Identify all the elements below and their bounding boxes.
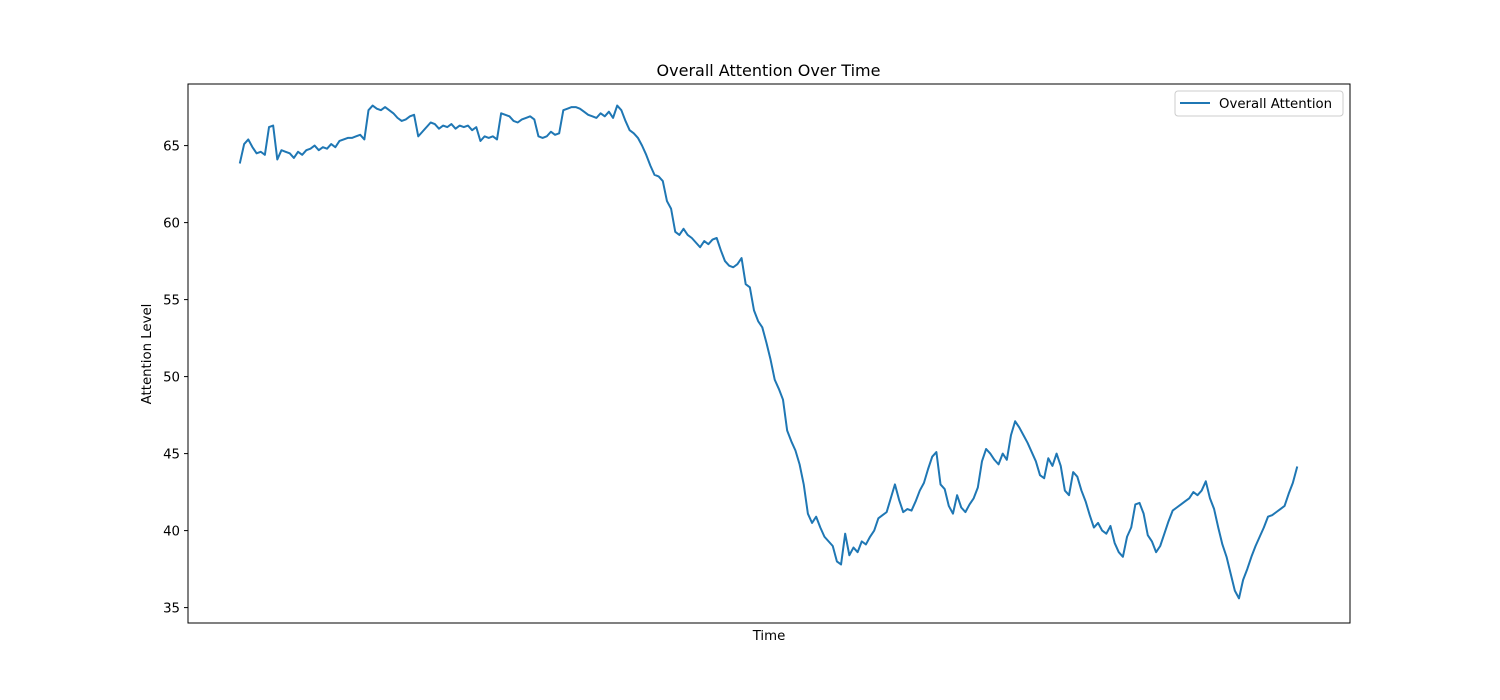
series-layer — [238, 104, 1299, 600]
legend-box — [1174, 90, 1344, 117]
y-tick-label: 35 — [163, 602, 180, 617]
y-tick-label: 50 — [163, 371, 180, 386]
y-tick-label: 45 — [163, 448, 180, 463]
plot-frame — [187, 83, 1351, 624]
y-tick-label: 55 — [163, 294, 180, 309]
legend: Overall Attention — [1174, 90, 1344, 117]
x-axis-label: Time — [752, 629, 786, 644]
y-axis: 35 40 45 50 55 60 65 — [163, 140, 188, 617]
series-line — [238, 104, 1299, 600]
chart-title: Overall Attention Over Time — [657, 61, 881, 80]
plot-area: 35 40 45 50 55 60 65 — [163, 83, 1351, 624]
y-tick-label: 60 — [163, 217, 180, 232]
legend-label: Overall Attention — [1219, 97, 1332, 112]
y-axis-label: Attention Level — [140, 304, 155, 405]
y-tick-label: 40 — [163, 525, 180, 540]
y-tick-label: 65 — [163, 140, 180, 155]
